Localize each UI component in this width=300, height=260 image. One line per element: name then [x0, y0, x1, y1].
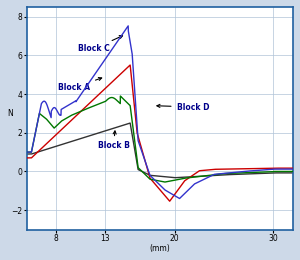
Text: Block B: Block B: [98, 131, 130, 150]
Text: Block A: Block A: [58, 77, 102, 92]
Text: Block C: Block C: [78, 36, 123, 54]
Y-axis label: N: N: [7, 109, 13, 118]
X-axis label: (mm): (mm): [149, 244, 170, 253]
Text: Block D: Block D: [157, 102, 209, 112]
